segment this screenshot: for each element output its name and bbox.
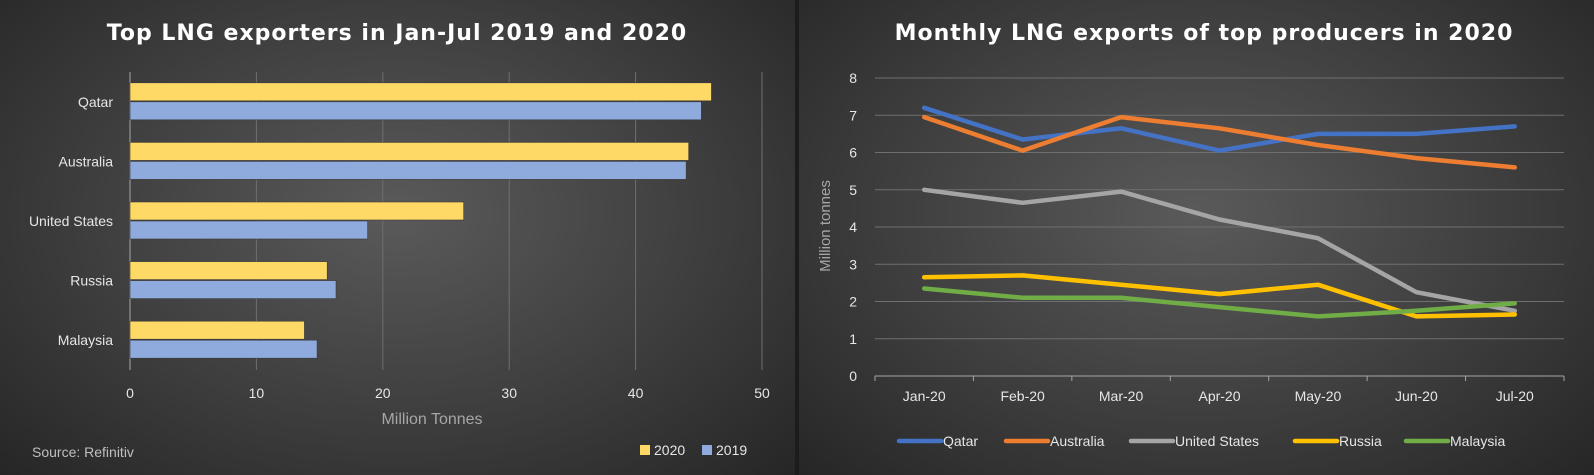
bar-malaysia-2020	[129, 320, 305, 340]
y-tick-label: 4	[849, 219, 857, 235]
bar-chart: Top LNG exporters in Jan-Jul 2019 and 20…	[29, 21, 770, 460]
x-tick-label: Feb-20	[1000, 388, 1045, 404]
x-tick-label: 20	[375, 385, 391, 401]
right-chart-panel: Monthly LNG exports of top producers in …	[799, 0, 1594, 475]
y-tick-label: 6	[849, 145, 857, 161]
bar-chart-gridlines	[129, 72, 763, 370]
line-chart-title: Monthly LNG exports of top producers in …	[895, 21, 1514, 46]
bar-chart-category-labels: Qatar Australia United States Russia Malaysi…	[29, 94, 113, 348]
panel-divider	[795, 0, 799, 475]
legend-label-russia: Russia	[1339, 433, 1382, 449]
x-tick-label: 50	[754, 385, 770, 401]
bar-united-states-2019	[129, 220, 368, 240]
bar-chart-title: Top LNG exporters in Jan-Jul 2019 and 20…	[107, 21, 687, 46]
line-chart-series	[921, 105, 1518, 319]
bar-malaysia-2019	[129, 339, 318, 359]
category-label-qatar: Qatar	[78, 94, 113, 110]
x-tick-label: 0	[126, 385, 134, 401]
series-line-malaysia	[921, 286, 1518, 319]
x-tick-label: 30	[501, 385, 517, 401]
legend-swatch-2020	[640, 445, 650, 455]
bar-united-states-2020	[129, 201, 464, 221]
category-label-australia: Australia	[59, 153, 114, 169]
bar-russia-2019	[129, 280, 337, 299]
series-line-russia	[921, 273, 1518, 319]
bar-australia-2020	[129, 142, 689, 161]
y-tick-label: 8	[849, 70, 857, 86]
y-tick-label: 3	[849, 256, 857, 272]
bar-australia-2019	[129, 161, 687, 180]
x-tick-label: Mar-20	[1099, 388, 1144, 404]
legend-label-2019: 2019	[716, 442, 747, 458]
line-chart-y-tick-labels: 0 1 2 3 4 5 6 7 8	[849, 70, 857, 384]
bar-russia-2020	[129, 261, 328, 280]
category-label-russia: Russia	[70, 273, 113, 289]
line-chart-y-axis-label: Million tonnes	[817, 180, 834, 272]
bar-chart-bars	[129, 82, 712, 359]
legend-label-australia: Australia	[1050, 433, 1105, 449]
y-tick-label: 2	[849, 294, 857, 310]
legend-label-united-states: United States	[1175, 433, 1259, 449]
bar-qatar-2020	[129, 82, 712, 102]
x-tick-label: Jul-20	[1496, 388, 1534, 404]
y-tick-label: 1	[849, 331, 857, 347]
category-label-united-states: United States	[29, 213, 113, 229]
bar-chart-x-tick-labels: 0 10 20 30 40 50	[126, 385, 770, 401]
category-label-malaysia: Malaysia	[58, 332, 113, 348]
bar-chart-x-axis-label: Million Tonnes	[381, 411, 482, 428]
source-note: Source: Refinitiv	[32, 444, 134, 460]
series-line-united-states	[921, 187, 1518, 314]
y-tick-label: 5	[849, 182, 857, 198]
line-chart: Monthly LNG exports of top producers in …	[817, 21, 1565, 449]
x-tick-label: 40	[628, 385, 644, 401]
y-tick-label: 7	[849, 107, 857, 123]
legend-label-qatar: Qatar	[943, 433, 978, 449]
left-chart-panel: Top LNG exporters in Jan-Jul 2019 and 20…	[0, 0, 795, 475]
x-tick-label: Jan-20	[903, 388, 946, 404]
y-tick-label: 0	[849, 368, 857, 384]
bar-chart-legend: 2020 2019	[640, 442, 747, 458]
bar-qatar-2019	[129, 101, 702, 121]
line-chart-legend: Qatar Australia United States Russia Malaysi…	[896, 433, 1505, 449]
legend-swatch-2019	[702, 445, 712, 455]
x-tick-label: Jun-20	[1395, 388, 1438, 404]
x-tick-label: May-20	[1295, 388, 1342, 404]
line-chart-x-tick-labels: Jan-20 Feb-20 Mar-20 Apr-20 May-20 Jun-20 Jul-…	[903, 388, 1534, 404]
x-tick-label: Apr-20	[1198, 388, 1240, 404]
legend-label-malaysia: Malaysia	[1450, 433, 1505, 449]
x-tick-label: 10	[249, 385, 265, 401]
legend-label-2020: 2020	[654, 442, 685, 458]
series-line-australia	[921, 114, 1518, 170]
series-line-qatar	[921, 105, 1518, 153]
